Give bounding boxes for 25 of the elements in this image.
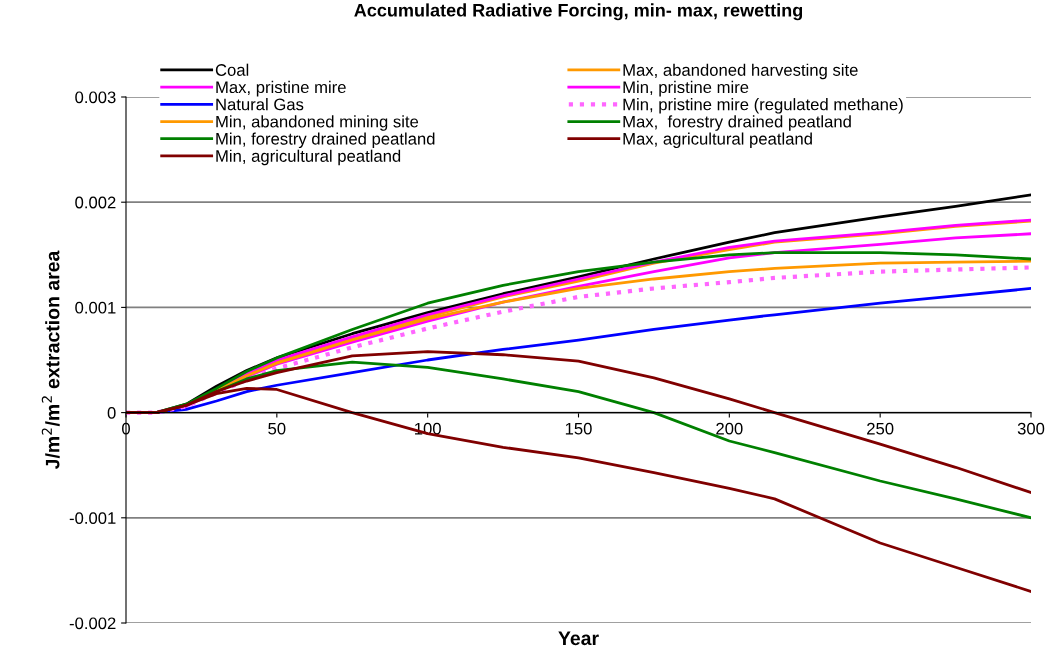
x-tick-label: 50 xyxy=(268,422,286,435)
legend-label: Max, pristine mire xyxy=(216,80,346,97)
x-tick-label: 250 xyxy=(867,422,894,435)
legend-label: Min, agricultural peatland xyxy=(216,149,401,166)
y-tick-label: 0.003 xyxy=(75,91,116,104)
legend-label: Min, pristine mire xyxy=(623,80,749,97)
legend-label: Max, abandoned harvesting site xyxy=(623,63,858,80)
y-tick-label: -0.002 xyxy=(69,617,116,630)
y-tick-label: 0 xyxy=(107,407,116,419)
x-tick-label: 300 xyxy=(1017,422,1045,435)
legend-label: Min, forestry drained peatland xyxy=(216,132,435,149)
legend-label: Min, pristine mire (regulated methane) xyxy=(623,98,903,114)
x-tick-label: 150 xyxy=(565,422,592,435)
legend-label: Coal xyxy=(215,63,249,76)
y-tick-label: 0.001 xyxy=(75,301,116,314)
legend-label: Max, agricultural peatland xyxy=(623,132,812,149)
x-tick-label: 200 xyxy=(716,422,743,435)
chart-title: Accumulated Radiative Forcing, min- max, rewetting xyxy=(354,3,803,21)
x-axis-title: Year xyxy=(558,631,599,646)
y-axis-title: J/m$^{2}$/m$^{2}$ extraction area xyxy=(41,250,60,470)
y-tick-label: 0.002 xyxy=(75,196,116,209)
legend-label: Natural Gas xyxy=(216,98,304,111)
legend-label: Min, abandoned mining site xyxy=(216,115,419,131)
y-tick-label: -0.001 xyxy=(69,512,116,524)
legend-label: Max, forestry drained peatland xyxy=(623,115,851,131)
